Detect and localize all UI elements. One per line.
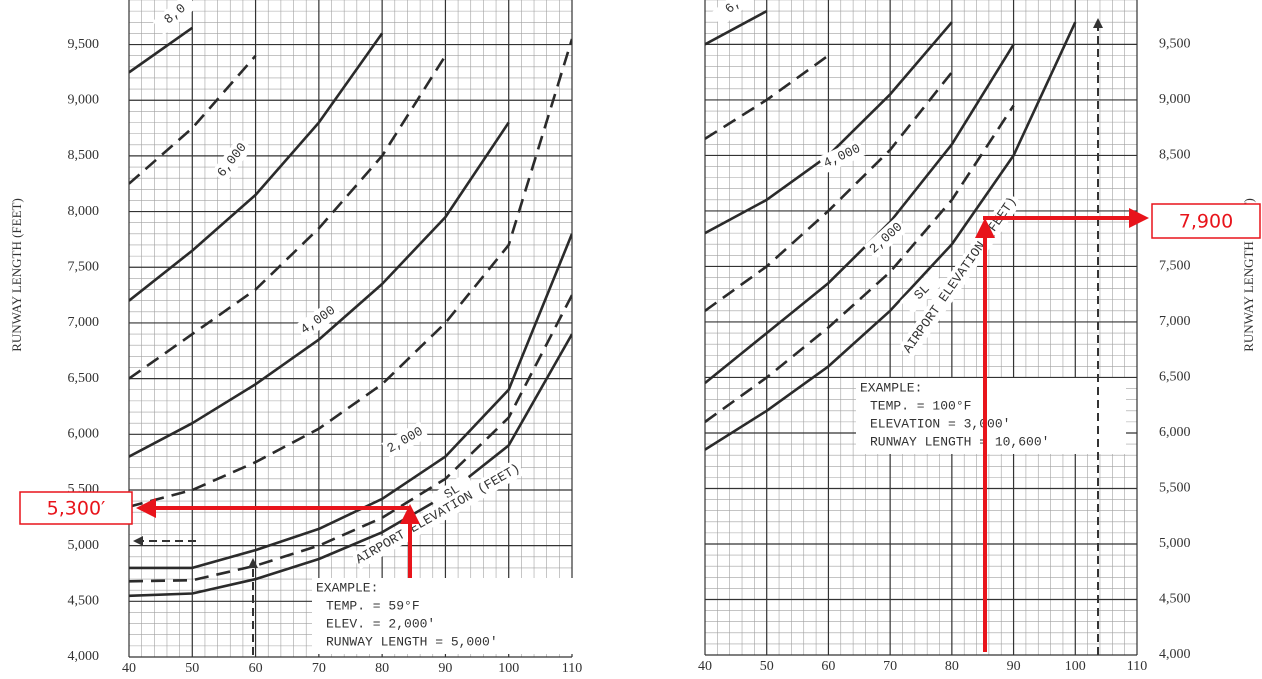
curve: [129, 38, 572, 508]
x-tick-label: 70: [312, 661, 326, 676]
curve-label-bg: [863, 216, 909, 260]
curve: [129, 233, 572, 570]
y-tick-label: 9,500: [1159, 37, 1191, 52]
y-tick-label: 7,000: [68, 315, 100, 330]
y-tick-label: 6,500: [1159, 370, 1191, 385]
y-tick-label: 5,000: [68, 538, 100, 553]
curve: [705, 9, 768, 46]
curve-label-bg: [152, 0, 198, 36]
y-tick-label: 9,000: [1159, 92, 1191, 107]
curve: [705, 104, 1015, 423]
example-text: ELEVATION = 3,000': [870, 416, 1010, 431]
curve: [705, 43, 1015, 385]
callout-label: 7,900: [1179, 211, 1233, 233]
y-tick-label: 7,500: [1159, 259, 1191, 274]
y-tick-label: 4,000: [1159, 647, 1191, 662]
y-tick-label: 8,000: [68, 204, 100, 219]
x-tick-label: 110: [562, 661, 582, 676]
y-tick-label: 6,500: [68, 371, 100, 386]
x-tick-label: 40: [122, 661, 136, 676]
callout-label: 5,300′: [47, 498, 106, 520]
curve: [129, 121, 510, 458]
y-tick-label: 5,000: [1159, 536, 1191, 551]
callout-box: [19, 491, 133, 525]
curve-label: 2,000: [384, 424, 425, 456]
example-text: ELEV. = 2,000': [326, 616, 435, 631]
curve-label-bg: [428, 472, 476, 512]
y-tick-label: 8,500: [1159, 148, 1191, 163]
x-tick-label: 80: [945, 659, 959, 674]
example-text: RUNWAY LENGTH = 5,000': [326, 634, 498, 649]
curve: [129, 26, 194, 74]
y-tick-label: 7,000: [1159, 314, 1191, 329]
y-tick-label: 9,500: [68, 37, 100, 52]
example-text: TEMP. = 100°F: [870, 398, 971, 413]
curve: [129, 55, 447, 380]
x-tick-label: 90: [438, 661, 452, 676]
y-tick-label: 8,500: [68, 148, 100, 163]
curve: [705, 71, 953, 312]
curve-label-bg: [211, 137, 253, 183]
y-tick-label: 6,000: [1159, 425, 1191, 440]
curve-label-bg: [381, 421, 429, 459]
curve: [705, 21, 1077, 451]
chart-panel: 40 50 60 70 80 90 100 1104,0004,5005,0005,5006,…: [9, 0, 582, 676]
curve-label-bg: [900, 270, 944, 314]
curve-label-bg: [710, 0, 756, 28]
x-tick-label: 70: [883, 659, 897, 674]
y-tick-label: 4,500: [1159, 592, 1191, 607]
x-tick-label: 60: [821, 659, 835, 674]
x-tick-label: 40: [698, 659, 712, 674]
example-box: [856, 378, 1126, 454]
y-tick-label: 6,000: [68, 427, 100, 442]
example-text: TEMP. = 59°F: [326, 598, 420, 613]
curve: [129, 294, 572, 583]
curve-label-bg: [818, 138, 866, 174]
example-box: [312, 578, 576, 654]
x-tick-label: 60: [249, 661, 263, 676]
curve: [129, 32, 384, 302]
curve-label-bg: [294, 300, 342, 340]
curve: [129, 54, 257, 185]
example-text: EXAMPLE:: [860, 380, 922, 395]
curve: [129, 333, 572, 598]
curve-title: AIRPORT ELEVATION (FEET): [353, 461, 523, 568]
y-tick-label: 5,500: [1159, 481, 1191, 496]
y-tick-label: 4,000: [68, 649, 100, 664]
x-tick-label: 100: [498, 661, 519, 676]
callout-box: [1151, 203, 1261, 239]
annotations: 5,300′ 7,900: [19, 18, 1261, 655]
y-axis-label: RUNWAY LENGTH (FEET): [9, 198, 24, 352]
example-text: RUNWAY LENGTH = 10,600': [870, 434, 1049, 449]
x-tick-label: 100: [1065, 659, 1086, 674]
x-tick-label: 50: [185, 661, 199, 676]
curve: [705, 54, 830, 140]
y-tick-label: 4,500: [68, 594, 100, 609]
x-tick-label: 110: [1127, 659, 1147, 674]
minor-grid: [128, 0, 573, 658]
x-tick-label: 80: [375, 661, 389, 676]
x-tick-label: 90: [1007, 659, 1021, 674]
curve-title-bg: [351, 458, 525, 570]
y-tick-label: 7,500: [68, 259, 100, 274]
chart-panel: 40 50 60 70 80 90 100 110 4,000 4,500 5,000 5,500 6,…: [698, 0, 1256, 674]
charts: 40 50 60 70 80 90 100 110 4,000 4,500 5,000 5,500 6,…: [9, 0, 1256, 676]
x-tick-label: 50: [760, 659, 774, 674]
example-text: EXAMPLE:: [316, 580, 378, 595]
y-tick-label: 9,000: [68, 92, 100, 107]
